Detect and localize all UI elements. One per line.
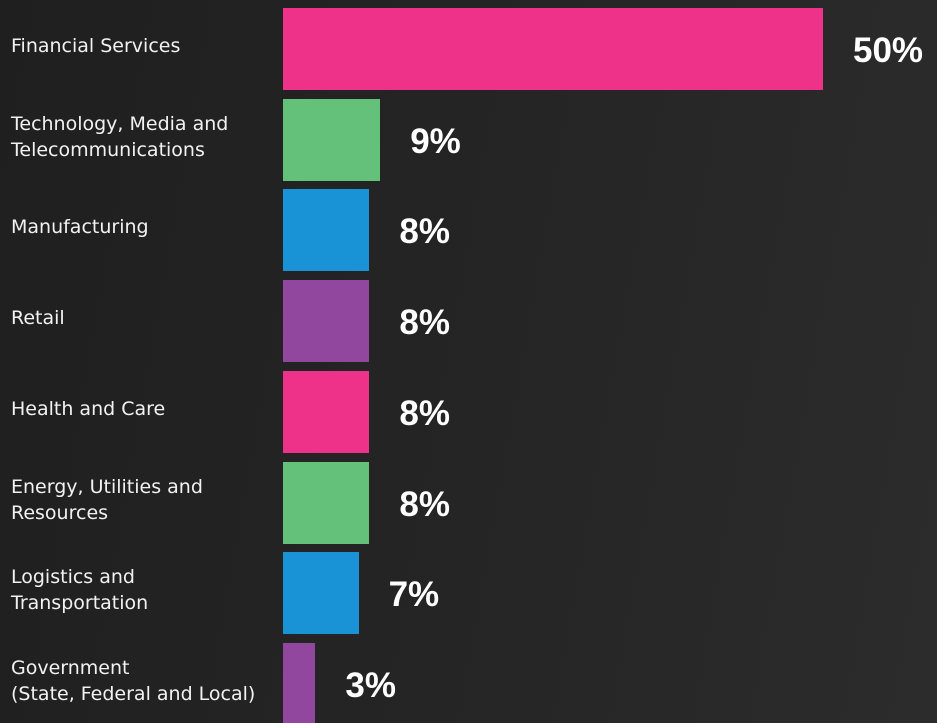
category-label: Technology, Media and Telecommunications <box>11 112 229 161</box>
value-label: 8% <box>399 303 450 343</box>
value-label: 8% <box>399 484 450 524</box>
category-label: Logistics and Transportation <box>11 566 149 615</box>
value-label: 50% <box>853 31 924 70</box>
value-label: 8% <box>399 212 450 252</box>
category-label: Retail <box>11 307 65 330</box>
value-label: 3% <box>345 665 396 705</box>
bar <box>283 189 370 272</box>
bar <box>283 280 370 363</box>
value-label: 8% <box>399 393 450 433</box>
category-label: Financial Services <box>11 35 181 57</box>
bar <box>283 8 823 90</box>
value-label: 9% <box>410 121 461 161</box>
category-label: Energy, Utilities and Resources <box>11 475 203 524</box>
category-label: Government (State, Federal and Local) <box>11 656 256 705</box>
bar <box>283 370 370 453</box>
category-label: Manufacturing <box>11 216 149 239</box>
category-label: Health and Care <box>11 397 166 420</box>
value-label: 7% <box>388 575 440 615</box>
bar <box>283 642 316 723</box>
bar <box>283 98 381 181</box>
bar <box>283 552 359 635</box>
bar <box>283 461 370 544</box>
